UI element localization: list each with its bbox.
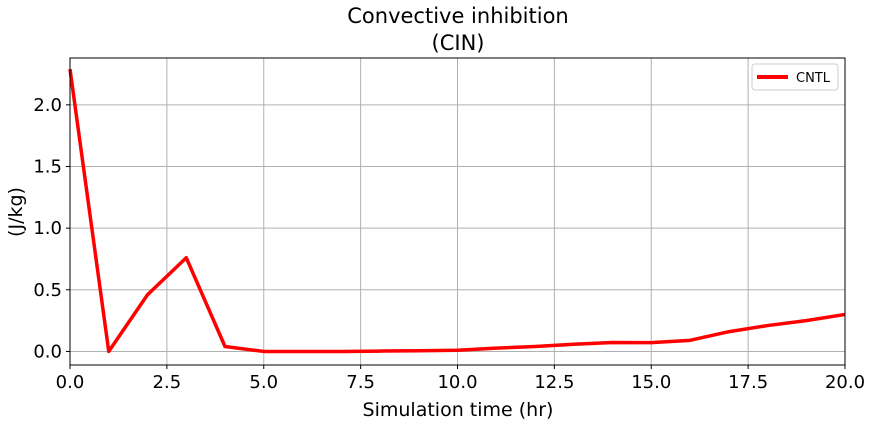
x-tick-label: 15.0 <box>631 372 671 393</box>
legend-box <box>751 63 839 91</box>
legend: CNTL <box>751 63 839 91</box>
series-line-cntl <box>68 68 846 354</box>
x-tick-label: 5.0 <box>249 372 278 393</box>
x-tick-label: 2.5 <box>153 372 182 393</box>
y-tick-label: 1.0 <box>33 218 62 239</box>
legend-label: CNTL <box>796 71 831 86</box>
y-tick-label: 2.0 <box>33 95 62 116</box>
y-tick-label: 0.5 <box>33 280 62 301</box>
x-tick-label: 17.5 <box>728 372 768 393</box>
x-axis-label: Simulation time (hr) <box>363 399 554 421</box>
chart-title: Convective inhibition <box>347 4 568 28</box>
series-layer <box>68 68 846 354</box>
x-tick-label: 12.5 <box>534 372 574 393</box>
x-tick-label: 7.5 <box>346 372 375 393</box>
grid <box>69 58 846 365</box>
x-tick-label: 0.0 <box>56 372 85 393</box>
y-tick-label: 0.0 <box>33 341 62 362</box>
y-tick-label: 1.5 <box>33 156 62 177</box>
y-axis-label: (J/kg) <box>5 187 27 237</box>
x-tick-label: 20.0 <box>825 372 865 393</box>
chart-subtitle: (CIN) <box>432 31 485 55</box>
axis-ticks: 0.0 2.5 5.0 7.5 10.0 12.5 15.0 17.5 20.0 0.0 0.5 1.… <box>33 95 865 393</box>
x-tick-label: 10.0 <box>437 372 477 393</box>
